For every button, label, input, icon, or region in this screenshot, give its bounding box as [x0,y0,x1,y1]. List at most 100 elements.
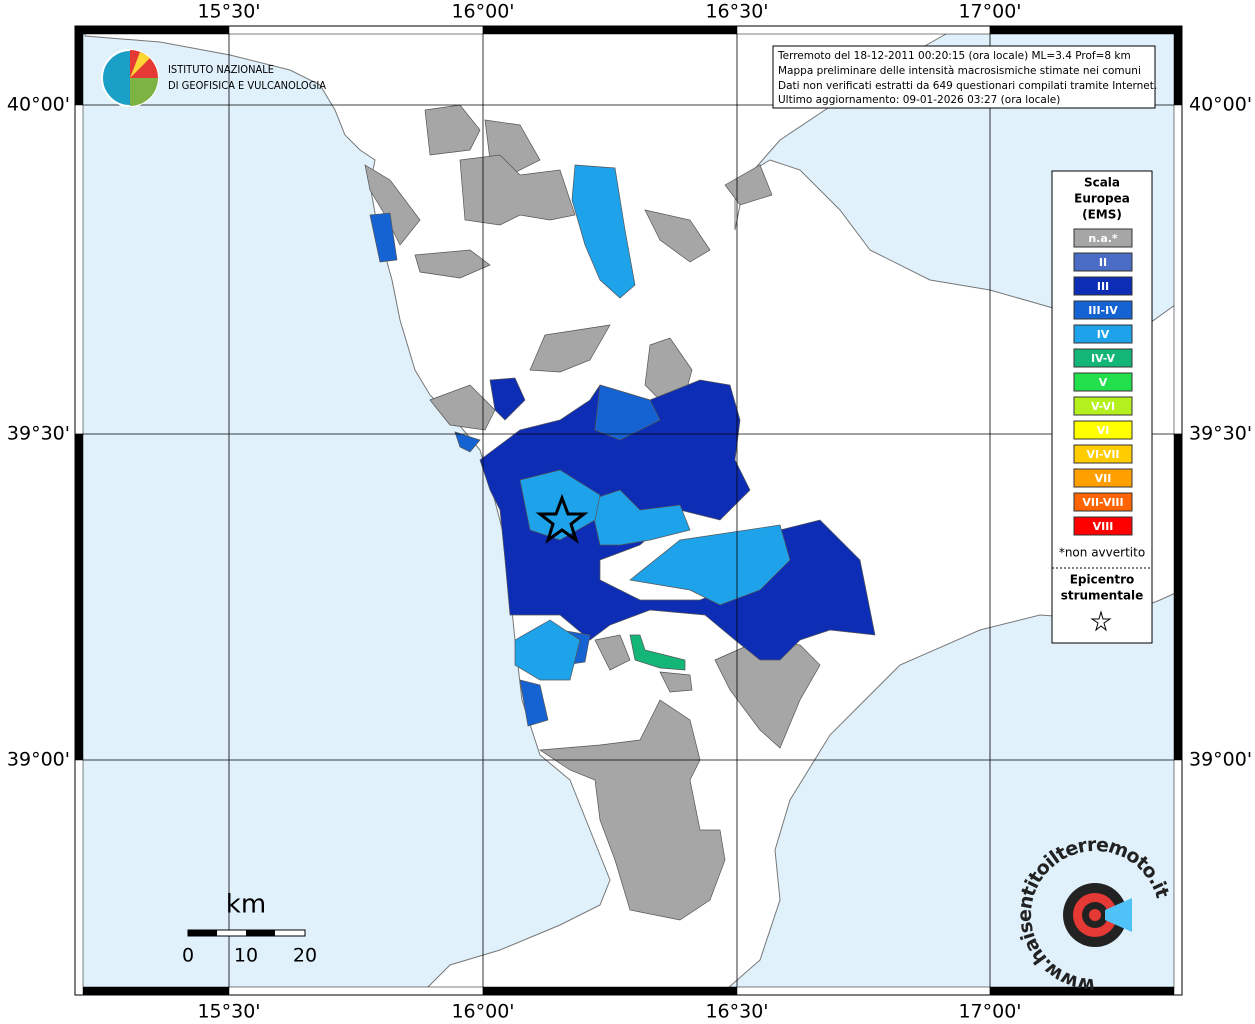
legend-title: Europea [1074,192,1130,206]
latitude-label: 40°00' [7,94,70,116]
municipality [364,164,421,246]
frame-bar [1173,759,1183,996]
frame-bar [228,25,484,35]
graticule: 15°30' 15°30' 16°00' 16°00' 16°30' 16°30' 17°0… [7,1,1252,1023]
legend: Scala Europea (EMS) *non avvertito Epice… [1051,170,1153,644]
legend-label: III-IV [1088,304,1118,317]
logo-ring [1089,909,1101,921]
legend-label: VI [1097,424,1110,437]
frame-bar [1173,25,1183,106]
legend-label: IV [1097,328,1110,341]
municipality [594,634,631,671]
legend-title: Scala [1084,176,1120,190]
municipality [659,671,693,693]
legend-label: IV-V [1091,352,1116,365]
info-line: Terremoto del 18-12-2011 00:20:15 (ora l… [777,50,1131,62]
legend-swatch [1073,468,1133,488]
municipality [538,699,726,921]
municipality [424,104,481,156]
legend-swatch [1073,372,1133,392]
scale-bar: km 0 10 20 [182,890,317,967]
legend-swatch [1073,300,1133,320]
legend-label: VI-VII [1086,448,1119,461]
epicenter-star [535,493,589,544]
legend-label: V [1099,376,1108,389]
frame-bar [736,25,991,35]
frame-bar [228,986,484,996]
frame-bar [736,986,991,996]
frame-bar [74,759,84,996]
scale-segment [246,930,275,936]
legend-swatch [1073,324,1133,344]
legend-swatch [1073,420,1133,440]
frame-bar [74,986,230,996]
legend-swatch [1073,492,1133,512]
municipalities [364,104,876,921]
logo-speaker [1105,898,1132,932]
legend-label: VII-VIII [1082,496,1123,509]
municipality [414,249,491,279]
longitude-label: 15°30' [197,1001,260,1023]
municipality [629,524,791,606]
frame-bar [1173,433,1183,761]
scale-segment [188,930,217,936]
info-line: Dati non verificati estratti da 649 ques… [778,80,1157,92]
info-line: Mappa preliminare delle intensità macros… [778,65,1141,77]
legend-epicenter: Epicentro [1070,573,1135,587]
longitude-label: 15°30' [197,1,260,23]
legend-swatch [1073,396,1133,416]
municipality [459,154,576,226]
scale-label: 0 [182,945,194,967]
longitude-label: 16°30' [705,1,768,23]
logo-text: ISTITUTO NAZIONALE [168,63,274,76]
frame-bar [1173,104,1183,435]
legend-label: II [1099,256,1107,269]
legend-label: VIII [1093,520,1114,533]
latitude-label: 39°30' [7,423,70,445]
legend-swatch [1073,252,1133,272]
longitude-label: 17°00' [958,1001,1021,1023]
legend-note: *non avvertito [1059,546,1145,560]
legend-swatch [1073,516,1133,536]
latitude-label: 39°00' [1189,749,1252,771]
municipality [589,489,691,546]
frame-bar [989,25,1183,35]
info-line: Ultimo aggiornamento: 09-01-2026 03:27 (… [778,94,1060,106]
frame-bar [482,986,738,996]
longitude-label: 16°30' [705,1001,768,1023]
frame-bar [74,433,84,761]
frame [74,25,1183,996]
logo-sector [130,52,150,78]
municipality [594,384,661,441]
municipality [454,431,481,453]
scale-unit: km [226,890,266,920]
municipality [489,377,526,421]
longitude-label: 16°00' [451,1,514,23]
legend-swatch [1073,444,1133,464]
frame-bar [74,25,230,35]
municipality [629,634,686,671]
longitude-label: 17°00' [958,1,1021,23]
frame-bar [74,25,84,106]
legend-epicenter: strumentale [1061,589,1144,603]
info-box: Terremoto del 18-12-2011 00:20:15 (ora l… [772,45,1157,109]
municipality [429,384,496,431]
latitude-label: 39°00' [7,749,70,771]
legend-swatch [1073,348,1133,368]
longitude-label: 16°00' [451,1001,514,1023]
legend-label: III [1097,280,1109,293]
municipality [529,324,611,373]
legend-swatch [1073,228,1133,248]
scale-label: 20 [293,945,317,967]
municipality [571,164,636,299]
frame-bar [482,25,738,35]
municipality [369,212,398,263]
legend-label: n.a.* [1088,232,1118,245]
latitude-label: 39°30' [1189,423,1252,445]
legend-swatch [1073,276,1133,296]
legend-title: (EMS) [1082,208,1122,222]
legend-label: VII [1095,472,1112,485]
logo-sector [130,78,158,106]
